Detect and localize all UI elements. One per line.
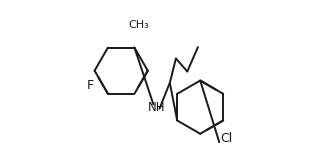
Text: NH: NH: [147, 101, 165, 114]
Text: F: F: [87, 79, 94, 92]
Text: Cl: Cl: [221, 132, 233, 145]
Text: CH₃: CH₃: [129, 20, 149, 30]
